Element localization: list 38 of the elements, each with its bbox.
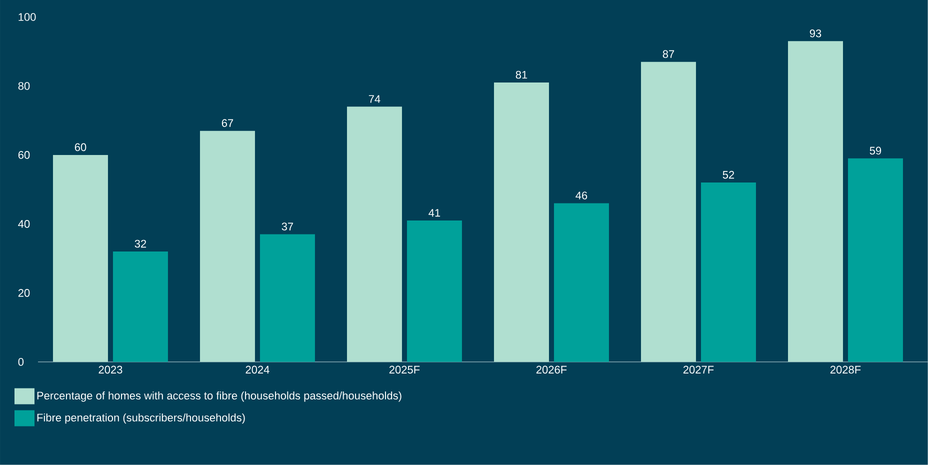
data-label: 46 — [576, 192, 588, 200]
bar — [200, 130, 255, 362]
x-tick-label: 2028F — [830, 366, 861, 374]
bar — [788, 41, 843, 362]
data-label: 32 — [134, 240, 146, 248]
data-label: 81 — [516, 70, 528, 79]
data-label: 52 — [722, 170, 734, 179]
bar — [52, 155, 108, 362]
bar — [494, 82, 549, 362]
x-tick-label: 2027F — [683, 366, 714, 374]
data-label: 37 — [282, 222, 294, 230]
data-label: 60 — [74, 143, 86, 152]
bar — [640, 62, 696, 362]
data-label: 67 — [222, 119, 234, 127]
legend-label: Percentage of homes with access to fibre (households passed/households) — [37, 391, 402, 402]
data-label: 59 — [870, 146, 882, 155]
x-tick-label: 2024 — [246, 366, 270, 374]
y-tick-label: 40 — [18, 220, 30, 228]
bar — [406, 220, 462, 362]
y-tick-label: 60 — [18, 151, 30, 159]
data-label: 74 — [368, 95, 380, 103]
bar — [554, 203, 609, 362]
y-tick-label: 0 — [18, 358, 24, 366]
data-label: 41 — [428, 209, 440, 217]
data-label: 87 — [662, 50, 674, 58]
bar — [346, 106, 402, 362]
y-tick-label: 20 — [18, 289, 30, 297]
y-tick-label: 80 — [18, 82, 30, 90]
legend-label: Fibre penetration (subscribers/households) — [37, 413, 245, 424]
x-tick-label: 2025F — [389, 366, 420, 374]
bar — [848, 158, 903, 362]
x-tick-label: 2026F — [536, 366, 567, 374]
bar — [260, 234, 315, 362]
data-label: 93 — [810, 30, 822, 38]
x-tick-label: 2023 — [98, 366, 122, 374]
bar — [112, 252, 168, 362]
y-tick-label: 100 — [18, 13, 36, 21]
bar — [700, 182, 756, 362]
